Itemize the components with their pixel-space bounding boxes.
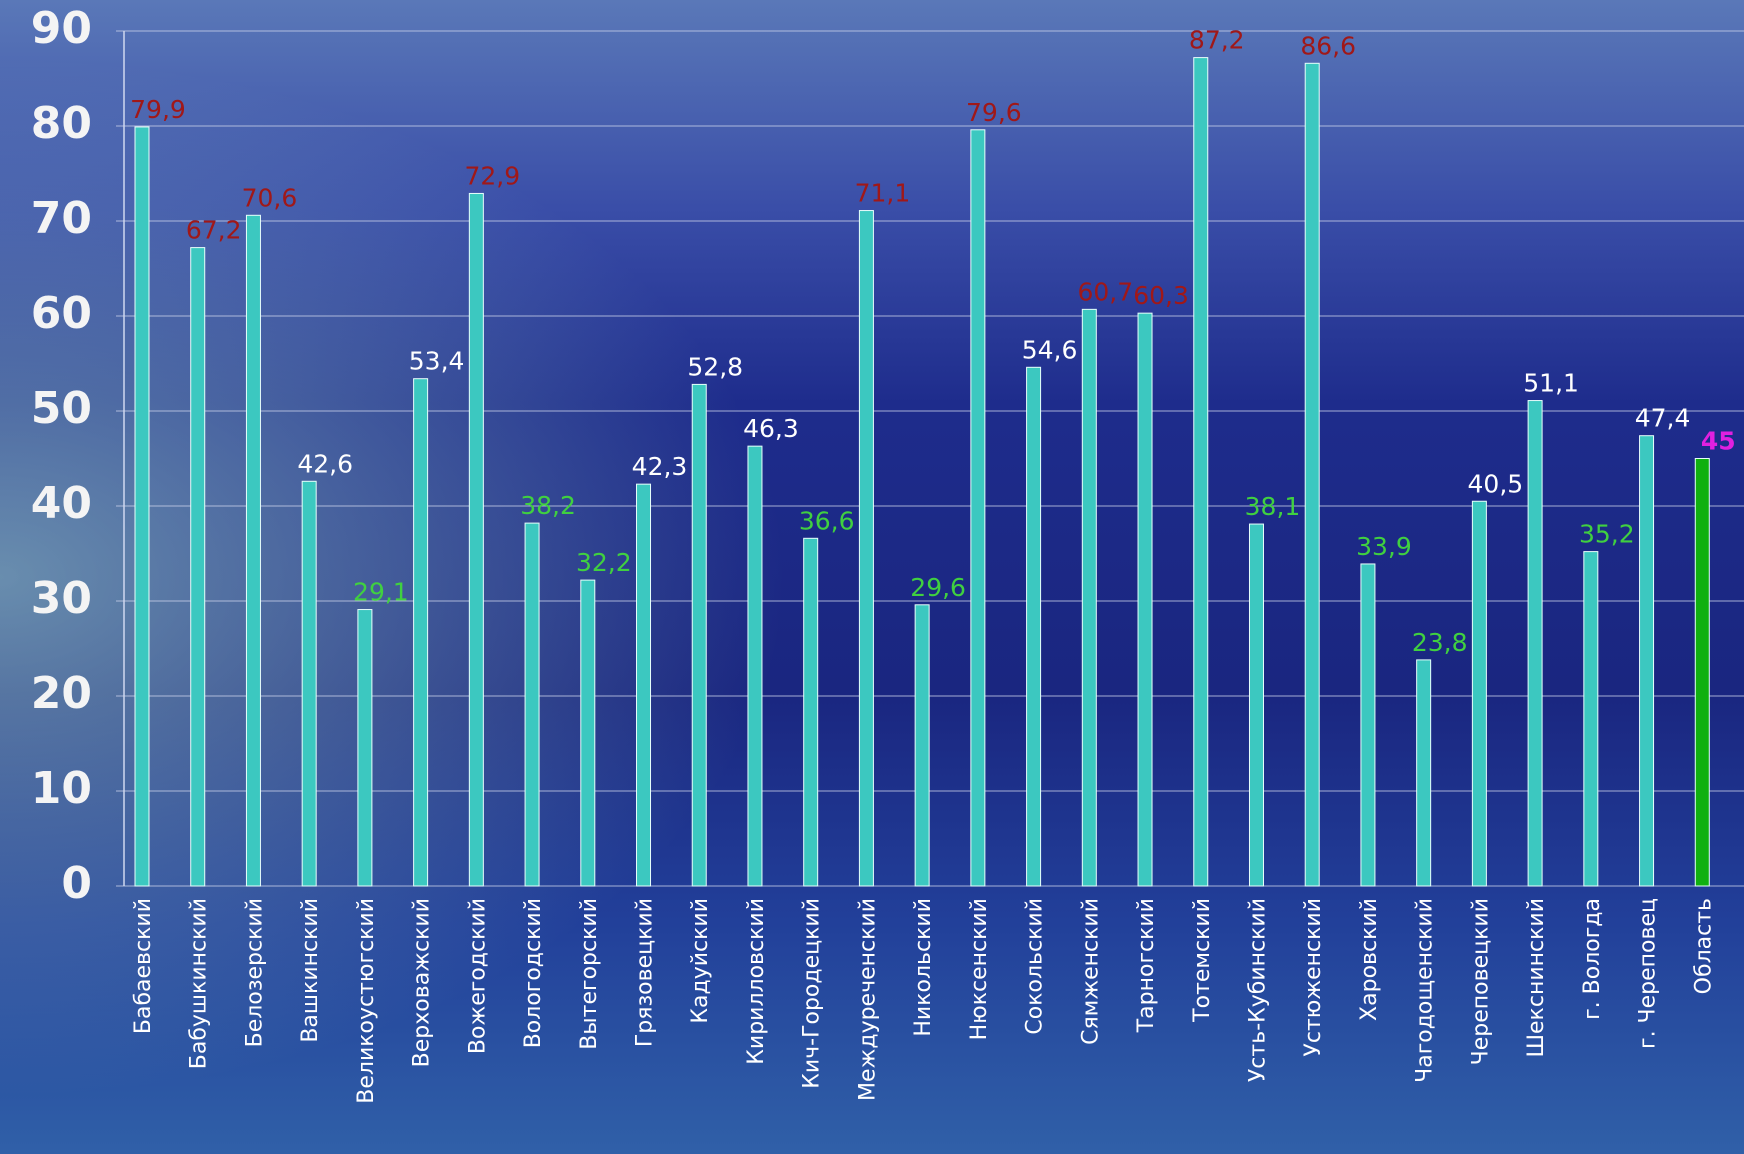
value-label: 46,3 — [743, 414, 799, 443]
value-label: 79,9 — [130, 95, 186, 124]
bar — [1304, 62, 1320, 887]
x-tick-label: Харовский — [1357, 898, 1382, 1021]
bar — [524, 522, 540, 887]
value-label: 67,2 — [186, 216, 242, 245]
x-tick-label: Нюксенский — [967, 898, 992, 1040]
bar — [1360, 563, 1376, 887]
x-tick-label: Великоустюгский — [354, 898, 379, 1104]
bar — [1416, 659, 1432, 887]
value-label: 79,6 — [966, 98, 1022, 127]
bar — [858, 210, 874, 887]
y-tick-label: 10 — [31, 763, 92, 814]
x-tick-label: Тарногский — [1134, 898, 1159, 1033]
value-label: 45 — [1701, 427, 1736, 456]
y-tick-label: 70 — [31, 193, 92, 244]
value-label: 42,3 — [632, 452, 688, 481]
x-tick-label: Кадуйский — [688, 898, 713, 1024]
value-label: 40,5 — [1468, 469, 1524, 498]
value-label: 29,6 — [910, 573, 966, 602]
value-label: 70,6 — [242, 183, 298, 212]
x-tick-label: Междуреченский — [855, 898, 880, 1101]
bar — [301, 480, 317, 887]
y-tick-label: 0 — [61, 858, 92, 909]
x-tick-label: Кич-Городецкий — [800, 898, 825, 1089]
bar — [970, 129, 986, 887]
y-tick-label: 40 — [31, 478, 92, 529]
value-label: 23,8 — [1412, 628, 1468, 657]
x-tick-label: Шекснинский — [1524, 898, 1549, 1058]
bar — [580, 579, 596, 887]
x-tick-label: Вологодский — [521, 898, 546, 1048]
bar — [636, 483, 652, 887]
bar — [190, 247, 206, 887]
value-label: 33,9 — [1356, 532, 1412, 561]
x-tick-label: Чагодощенский — [1413, 898, 1438, 1083]
x-tick-label: Бабушкинский — [187, 898, 212, 1069]
bar — [1248, 523, 1264, 887]
x-tick-label: г. Вологда — [1580, 898, 1605, 1020]
bar — [691, 383, 707, 887]
value-label: 38,1 — [1245, 492, 1301, 521]
bar — [1137, 312, 1153, 887]
bar — [1694, 458, 1710, 887]
x-tick-label: Бабаевский — [131, 898, 156, 1034]
x-tick-label: г. Череповец — [1636, 898, 1661, 1049]
bar — [1527, 400, 1543, 887]
x-tick-label: Сокольский — [1023, 898, 1048, 1035]
bar — [245, 214, 261, 887]
value-label: 71,1 — [855, 179, 911, 208]
bar — [803, 537, 819, 887]
value-label: 72,9 — [465, 161, 521, 190]
value-label: 60,7 — [1077, 277, 1133, 306]
bar — [1471, 500, 1487, 887]
x-tick-label: Область — [1691, 898, 1716, 994]
value-label: 51,1 — [1523, 369, 1579, 398]
x-tick-label: Вашкинский — [298, 898, 323, 1043]
bar — [914, 604, 930, 887]
bar — [747, 445, 763, 887]
bar — [413, 378, 429, 887]
value-label: 38,2 — [520, 491, 576, 520]
value-label: 47,4 — [1635, 404, 1691, 433]
x-tick-label: Грязовецкий — [633, 898, 658, 1047]
bar — [1639, 435, 1655, 887]
x-tick-label: Никольский — [911, 898, 936, 1037]
value-label: 87,2 — [1189, 26, 1245, 55]
x-tick-label: Череповецкий — [1468, 898, 1493, 1065]
y-tick-label: 90 — [31, 3, 92, 54]
x-tick-label: Тотемский — [1190, 898, 1215, 1023]
value-label: 29,1 — [353, 578, 409, 607]
x-tick-label: Сямженский — [1078, 898, 1103, 1045]
y-tick-label: 50 — [31, 383, 92, 434]
x-tick-label: Верховажский — [410, 898, 435, 1067]
value-label: 36,6 — [799, 506, 855, 535]
value-label: 54,6 — [1022, 335, 1078, 364]
value-label: 60,3 — [1133, 281, 1189, 310]
bar — [357, 609, 373, 887]
y-tick-label: 20 — [31, 668, 92, 719]
value-label: 86,6 — [1300, 31, 1356, 60]
value-label: 42,6 — [297, 449, 353, 478]
x-tick-label: Вожегодский — [465, 898, 490, 1054]
value-label: 35,2 — [1579, 520, 1635, 549]
x-tick-label: Кирилловский — [744, 898, 769, 1065]
value-label: 52,8 — [687, 352, 743, 381]
bar — [468, 192, 484, 887]
value-label: 32,2 — [576, 548, 632, 577]
bar — [1193, 57, 1209, 887]
x-tick-label: Вытегорский — [577, 898, 602, 1050]
x-tick-label: Белозерский — [242, 898, 267, 1047]
x-tick-label: Усть-Кубинский — [1245, 898, 1270, 1082]
y-tick-label: 30 — [31, 573, 92, 624]
y-tick-label: 80 — [31, 98, 92, 149]
bar — [134, 126, 150, 887]
bar — [1081, 308, 1097, 887]
bar — [1583, 551, 1599, 887]
value-label: 53,4 — [409, 347, 465, 376]
bar — [1026, 366, 1042, 887]
x-tick-label: Устюженский — [1301, 898, 1326, 1057]
y-tick-label: 60 — [31, 288, 92, 339]
